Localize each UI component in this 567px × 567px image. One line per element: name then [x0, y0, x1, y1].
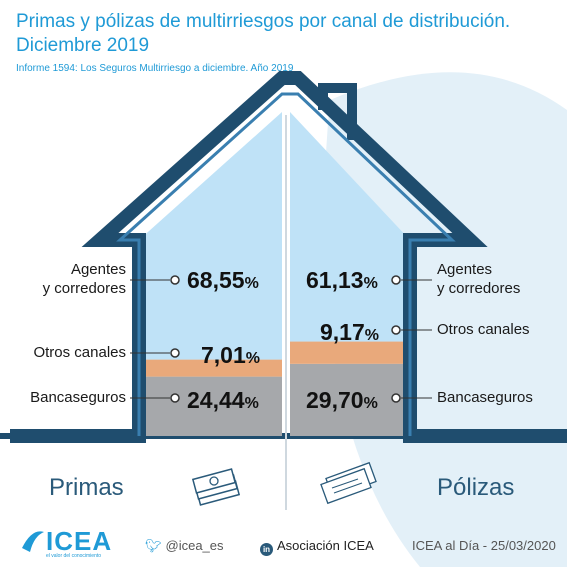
twitter-icon: 🐦︎ — [145, 538, 162, 553]
polizas-label-otros: Otros canales — [437, 321, 530, 338]
icea-tagline: el valor del conocimiento — [46, 553, 102, 559]
money-stack-icon — [191, 468, 241, 506]
chart-title: Primas y pólizas de multirriesgos por ca… — [16, 11, 511, 56]
polizas-value-agentes: 61,13% — [306, 267, 378, 293]
polizas-label-banca: Bancaseguros — [437, 389, 533, 406]
polizas-bar-otros — [290, 341, 410, 364]
primas-side-label: Primas — [49, 474, 124, 501]
primas-dot-banca — [170, 393, 180, 403]
primas-value-banca: 24,44% — [187, 387, 259, 413]
primas-bar-banca — [139, 376, 282, 436]
twitter-text: @icea_es — [165, 538, 224, 553]
linkedin-icon: in — [260, 543, 273, 556]
polizas-value-banca: 29,70% — [306, 387, 378, 413]
chart-subtitle: Informe 1594: Los Seguros Multirriesgo a… — [16, 63, 294, 74]
polizas-dot-agentes — [391, 275, 401, 285]
icea-logo-icon — [22, 531, 44, 552]
footer-date: ICEA al Día - 25/03/2020 — [412, 538, 556, 553]
polizas-label-agentes: Agentes y corredores — [437, 260, 562, 298]
primas-label-agentes: Agentes y corredores — [22, 260, 126, 298]
linkedin-text: Asociación ICEA — [277, 538, 374, 553]
document-stack-icon — [320, 461, 377, 505]
polizas-bar-agentes — [290, 112, 410, 342]
primas-dot-agentes — [170, 275, 180, 285]
polizas-value-otros: 9,17% — [320, 319, 379, 345]
agentes-line1: Agentes — [70, 261, 126, 278]
primas-label-otros: Otros canales — [33, 344, 126, 361]
primas-value-agentes: 68,55% — [187, 267, 259, 293]
agentes-line2: y corredores — [42, 280, 126, 297]
polizas-bar-banca — [290, 363, 410, 436]
twitter-handle[interactable]: 🐦︎ @icea_es — [145, 538, 224, 554]
agentes-line1: Agentes — [437, 261, 493, 278]
polizas-bars — [290, 112, 410, 436]
icea-brand: ICEA — [46, 526, 113, 556]
primas-label-banca: Bancaseguros — [30, 389, 126, 406]
linkedin-handle[interactable]: in Asociación ICEA — [260, 538, 374, 556]
primas-dot-otros — [170, 348, 180, 358]
house-outline — [10, 71, 567, 443]
polizas-dot-otros — [391, 325, 401, 335]
house-outline-inner — [116, 92, 456, 436]
agentes-line2: y corredores — [437, 280, 521, 297]
label-markers — [130, 275, 432, 403]
primas-value-otros: 7,01% — [201, 342, 260, 368]
polizas-side-label: Pólizas — [437, 474, 515, 501]
primas-bar-otros — [139, 359, 282, 377]
polizas-dot-banca — [391, 393, 401, 403]
